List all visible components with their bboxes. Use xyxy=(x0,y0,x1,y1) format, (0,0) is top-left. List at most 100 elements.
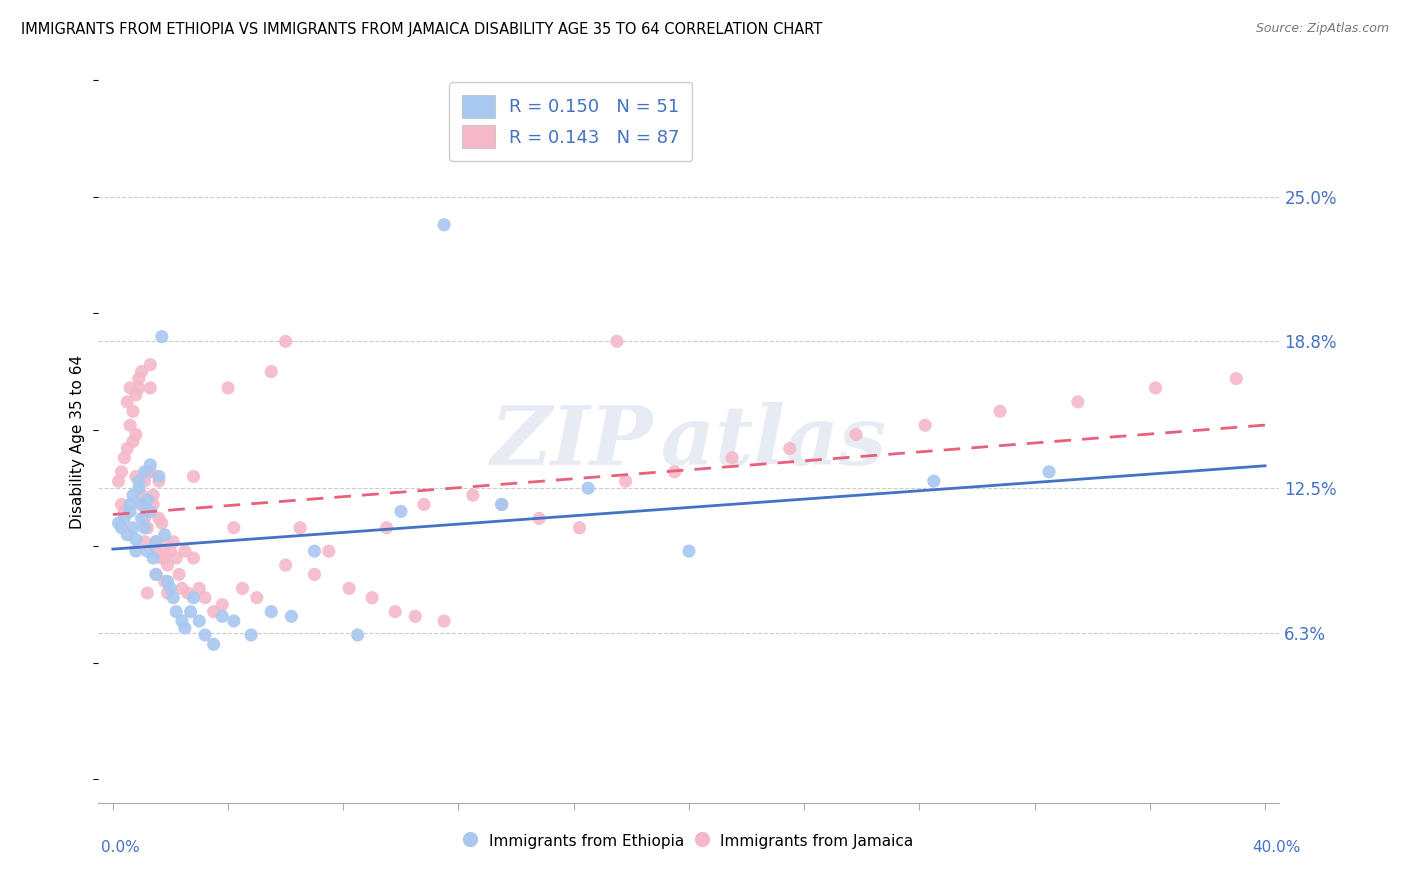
Point xyxy=(167,567,190,582)
Point xyxy=(288,521,311,535)
Point xyxy=(779,442,801,456)
Point xyxy=(231,582,253,596)
Point xyxy=(122,404,145,418)
Point xyxy=(125,533,148,547)
Point xyxy=(211,598,233,612)
Point xyxy=(131,365,153,379)
Point xyxy=(461,488,484,502)
Point xyxy=(260,605,283,619)
Point xyxy=(153,574,176,589)
Point xyxy=(491,498,513,512)
Point xyxy=(922,474,945,488)
Point xyxy=(153,551,176,566)
Point xyxy=(131,511,153,525)
Point xyxy=(568,521,591,535)
Point xyxy=(131,498,153,512)
Point xyxy=(110,521,132,535)
Point xyxy=(246,591,269,605)
Point xyxy=(142,551,165,566)
Point xyxy=(678,544,700,558)
Point xyxy=(159,582,181,596)
Point xyxy=(145,567,167,582)
Point xyxy=(162,591,184,605)
Point xyxy=(139,458,162,472)
Point xyxy=(112,504,135,518)
Point xyxy=(413,498,436,512)
Point xyxy=(162,534,184,549)
Point xyxy=(139,465,162,479)
Point xyxy=(240,628,263,642)
Point xyxy=(274,334,297,349)
Point xyxy=(153,540,176,554)
Legend: Immigrants from Ethiopia, Immigrants from Jamaica: Immigrants from Ethiopia, Immigrants fro… xyxy=(458,826,920,856)
Point xyxy=(131,498,153,512)
Point xyxy=(177,586,200,600)
Point xyxy=(173,621,195,635)
Point xyxy=(122,488,145,502)
Point xyxy=(125,469,148,483)
Point xyxy=(139,504,162,518)
Point xyxy=(110,465,132,479)
Point xyxy=(153,528,176,542)
Point xyxy=(183,591,205,605)
Point xyxy=(1225,371,1247,385)
Point xyxy=(128,474,150,488)
Point xyxy=(165,605,187,619)
Point xyxy=(142,498,165,512)
Point xyxy=(136,465,159,479)
Text: Source: ZipAtlas.com: Source: ZipAtlas.com xyxy=(1256,22,1389,36)
Point xyxy=(150,329,173,343)
Point xyxy=(120,504,142,518)
Point xyxy=(183,469,205,483)
Point xyxy=(122,521,145,535)
Point xyxy=(1067,395,1090,409)
Point xyxy=(170,582,193,596)
Point xyxy=(112,450,135,465)
Point xyxy=(115,528,138,542)
Point xyxy=(914,418,936,433)
Point xyxy=(527,511,550,525)
Point xyxy=(134,465,156,479)
Point xyxy=(614,474,637,488)
Point xyxy=(188,614,211,628)
Text: IMMIGRANTS FROM ETHIOPIA VS IMMIGRANTS FROM JAMAICA DISABILITY AGE 35 TO 64 CORR: IMMIGRANTS FROM ETHIOPIA VS IMMIGRANTS F… xyxy=(21,22,823,37)
Point xyxy=(159,544,181,558)
Point xyxy=(188,582,211,596)
Point xyxy=(337,582,360,596)
Point xyxy=(136,586,159,600)
Point xyxy=(222,614,245,628)
Point xyxy=(1038,465,1060,479)
Point xyxy=(136,544,159,558)
Point xyxy=(128,381,150,395)
Text: ZIP atlas: ZIP atlas xyxy=(491,401,887,482)
Point xyxy=(110,498,132,512)
Point xyxy=(148,511,170,525)
Point xyxy=(150,516,173,530)
Point xyxy=(180,605,202,619)
Point xyxy=(145,567,167,582)
Point xyxy=(128,371,150,385)
Point xyxy=(361,591,384,605)
Point xyxy=(156,558,179,572)
Point xyxy=(721,450,744,465)
Point xyxy=(491,498,513,512)
Point xyxy=(260,365,283,379)
Point xyxy=(217,381,239,395)
Point xyxy=(134,521,156,535)
Point xyxy=(202,637,225,651)
Point xyxy=(173,544,195,558)
Point xyxy=(318,544,340,558)
Point xyxy=(134,534,156,549)
Point xyxy=(211,609,233,624)
Point xyxy=(404,609,426,624)
Point xyxy=(107,474,129,488)
Point xyxy=(433,218,456,232)
Point xyxy=(107,516,129,530)
Point xyxy=(202,605,225,619)
Point xyxy=(375,521,398,535)
Point xyxy=(389,504,412,518)
Point xyxy=(120,381,142,395)
Point xyxy=(222,521,245,535)
Point xyxy=(664,465,686,479)
Point xyxy=(156,574,179,589)
